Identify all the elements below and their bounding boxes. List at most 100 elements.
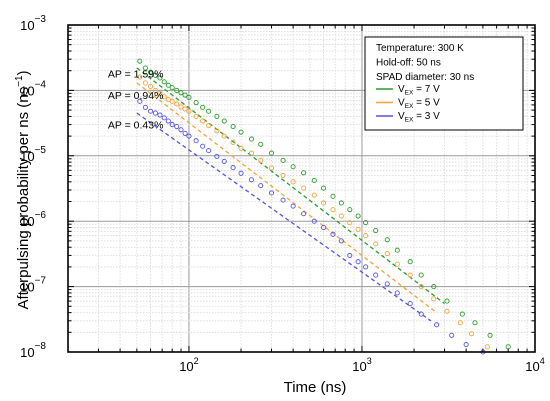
- data-point: [178, 127, 184, 133]
- data-point: [407, 259, 413, 265]
- data-point: [330, 207, 336, 213]
- data-point: [268, 190, 275, 196]
- data-point: [384, 281, 390, 287]
- data-point: [238, 145, 244, 151]
- legend-entry: VEX = 5 V: [398, 98, 440, 111]
- data-point: [459, 311, 465, 317]
- data-point: [355, 259, 361, 265]
- fit-line-2: [136, 112, 432, 322]
- data-point: [394, 261, 400, 267]
- data-point: [347, 220, 353, 226]
- data-point: [363, 233, 369, 239]
- data-point: [230, 139, 236, 146]
- data-point: [157, 75, 163, 81]
- legend-entry: VEX = 7 V: [398, 84, 440, 97]
- data-point: [434, 322, 440, 328]
- data-point: [182, 130, 188, 136]
- data-point: [394, 247, 400, 253]
- data-point: [174, 87, 180, 93]
- data-point: [301, 211, 307, 217]
- data-point: [248, 177, 255, 183]
- data-point: [214, 153, 220, 159]
- data-point: [338, 213, 344, 219]
- data-point: [238, 129, 244, 135]
- data-point: [248, 136, 255, 142]
- data-point: [280, 172, 286, 179]
- data-point: [311, 218, 317, 224]
- y-tick-label: 10−4: [20, 79, 46, 98]
- series-0-points: [137, 58, 511, 350]
- data-point: [321, 200, 327, 206]
- data-point: [152, 110, 158, 116]
- y-tick-label: 10−7: [20, 276, 46, 295]
- data-point: [152, 72, 158, 78]
- data-point: [311, 177, 317, 183]
- data-point: [169, 122, 175, 128]
- data-point: [186, 94, 192, 101]
- data-point: [137, 98, 143, 104]
- data-point: [221, 158, 227, 164]
- data-point: [290, 203, 296, 209]
- data-point: [258, 157, 264, 163]
- data-point: [186, 133, 192, 139]
- data-point: [169, 98, 175, 104]
- data-point: [418, 284, 424, 290]
- data-point: [182, 92, 188, 98]
- data-point: [193, 138, 199, 144]
- data-point: [384, 237, 390, 243]
- data-point: [457, 320, 463, 326]
- x-tick-label: 103: [352, 356, 371, 374]
- data-point: [290, 164, 296, 170]
- data-point: [248, 150, 255, 156]
- legend-info-line: Temperature: 300 K: [376, 43, 464, 54]
- data-point: [373, 272, 379, 278]
- data-point: [214, 113, 220, 119]
- data-point: [142, 104, 148, 110]
- data-point: [148, 69, 154, 75]
- data-point: [338, 238, 344, 244]
- data-point: [230, 165, 236, 171]
- data-point: [418, 311, 424, 317]
- data-point: [152, 87, 158, 93]
- data-point: [206, 148, 212, 154]
- data-point: [178, 104, 184, 110]
- data-point: [221, 133, 227, 139]
- fit-lines: [136, 67, 445, 322]
- data-point: [330, 231, 336, 237]
- data-point: [174, 124, 180, 130]
- data-point: [206, 123, 212, 129]
- y-tick-label: 10−3: [20, 14, 46, 33]
- data-point: [338, 200, 344, 206]
- data-point: [347, 207, 353, 213]
- data-point: [280, 157, 286, 163]
- data-point: [142, 65, 148, 71]
- data-point: [394, 290, 400, 296]
- data-point: [363, 220, 369, 226]
- x-tick-label: 102: [179, 356, 198, 374]
- data-point: [230, 124, 236, 130]
- data-point: [321, 224, 327, 231]
- data-point: [431, 284, 437, 290]
- data-point: [137, 58, 143, 64]
- data-point: [148, 83, 154, 89]
- data-point: [431, 296, 437, 302]
- data-point: [221, 118, 227, 124]
- data-point: [193, 100, 199, 106]
- legend-box: [364, 36, 524, 131]
- data-point: [407, 301, 413, 307]
- data-point: [407, 272, 413, 278]
- data-point: [157, 90, 163, 96]
- data-point: [268, 165, 275, 171]
- data-point: [200, 118, 206, 124]
- data-point: [418, 272, 424, 278]
- fit-line-0: [136, 67, 445, 305]
- y-tick-label: 10−5: [20, 145, 46, 164]
- data-point: [238, 170, 244, 176]
- data-point: [142, 80, 148, 86]
- data-point: [169, 85, 175, 91]
- legend: Temperature: 300 K Hold-off: 50 ns SPAD di…: [364, 36, 524, 131]
- data-point: [363, 264, 369, 270]
- data-point: [472, 320, 478, 326]
- y-axis-label: Afterpulsing probability per ns (ns−1): [14, 70, 32, 309]
- data-point: [301, 185, 307, 191]
